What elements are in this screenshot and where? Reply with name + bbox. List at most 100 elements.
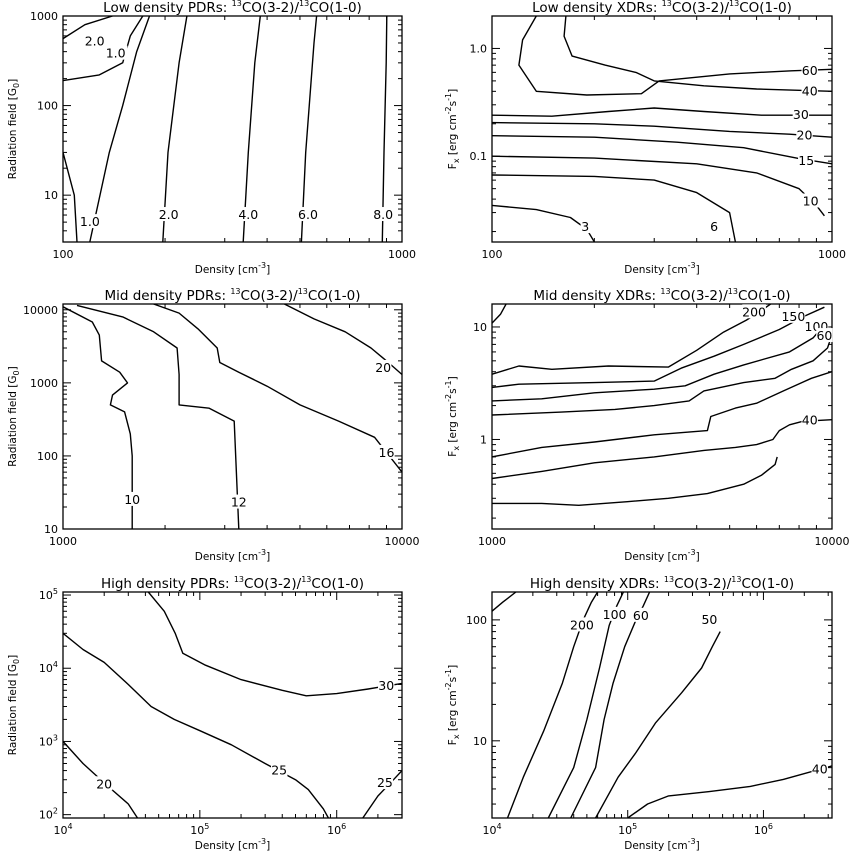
- contour-line-4_0: [242, 16, 261, 242]
- plot-frame: [62, 303, 403, 530]
- panel-1: 100 1000 10 100 1000 Low density PDRs: 13CO(3…: [7, 0, 416, 276]
- contour-line-100: [492, 324, 825, 402]
- contour-line-2_0: [162, 16, 188, 242]
- panel-title: Low density XDRs: 13CO(3-2)/13CO(1-0): [532, 0, 792, 16]
- panel-4: 1000 10000 1 10 Mid density XDRs: 13CO(3-2)/…: [444, 287, 850, 563]
- contour-label-bg: [632, 607, 650, 622]
- plot-frame: [491, 303, 833, 530]
- y-tick-label: 10: [473, 321, 487, 334]
- panel-3: 1000 10000 10 100 1000 10000 Mid density PDRs:…: [7, 287, 420, 563]
- axis-ticks: [62, 592, 403, 819]
- x-axis-label: Density [cm-3]: [624, 548, 699, 563]
- contour-label-bg: [296, 207, 320, 222]
- x-tick-label: 106: [754, 822, 773, 837]
- contour-label-bg: [371, 207, 395, 222]
- axis-ticks: [491, 592, 832, 818]
- contour-line-1_0: [63, 16, 144, 82]
- contour-label-bg: [230, 494, 247, 509]
- x-axis-label: Density [cm-3]: [624, 837, 699, 852]
- contour-line-unlabeled: [492, 592, 517, 612]
- y-axis-label: Radiation field [G0]: [7, 79, 21, 179]
- y-tick-label: 10: [473, 735, 487, 748]
- contour-line-1_0: [89, 16, 151, 242]
- contour-label-bg: [82, 33, 107, 48]
- contour-label: 60: [816, 328, 832, 343]
- y-axis-label: Fx [erg cm-2s-1]: [444, 376, 461, 456]
- y-tick-label: 1000: [30, 377, 58, 390]
- contour-line-6: [492, 174, 737, 242]
- contour-line-8_0: [381, 16, 388, 242]
- x-tick-label: 1000: [478, 535, 506, 548]
- x-tick-label: 100: [482, 248, 503, 261]
- contour-label: 12: [231, 495, 247, 510]
- contour-label-bg: [796, 127, 813, 142]
- contour-label-bg: [570, 617, 594, 632]
- contour-label-bg: [123, 491, 141, 506]
- contour-label-bg: [816, 328, 833, 343]
- plot-frame: [491, 591, 833, 819]
- y-tick-label: 1000: [30, 10, 58, 23]
- y-tick-label: 103: [39, 733, 58, 748]
- x-tick-label: 1000: [388, 248, 416, 261]
- contour-label: 2.0: [85, 33, 105, 48]
- contour-line-16: [153, 304, 402, 473]
- x-tick-label: 100: [53, 248, 74, 261]
- contour-label: 20: [96, 776, 112, 791]
- plot-frame: [62, 15, 403, 243]
- contour-line-20: [492, 121, 832, 138]
- contour-lines: [492, 592, 832, 818]
- contour-label-bg: [78, 214, 102, 229]
- contour-label-bg: [270, 762, 288, 777]
- contour-line-10: [63, 306, 133, 529]
- contour-label-bg: [376, 775, 394, 790]
- axis-ticks: [62, 304, 403, 530]
- y-tick-label: 100: [37, 100, 58, 113]
- contour-line-30: [492, 107, 832, 117]
- y-axis-label: Radiation field [G0]: [7, 655, 21, 755]
- contour-label: 30: [378, 678, 394, 693]
- contour-line-6_0: [300, 16, 318, 242]
- contour-label: 40: [802, 83, 818, 98]
- contour-line-unlabeled: [492, 304, 507, 324]
- panel-5: 104 105 106 102 103 104 105 High density PDRs: …: [7, 575, 403, 852]
- y-axis-label: Radiation field [G0]: [7, 366, 21, 466]
- contour-line-15: [492, 135, 832, 165]
- contour-label-bg: [374, 359, 392, 374]
- panel-2: 100 1000 0.1 1.0 Low density XDRs: 13CO(3-2)…: [444, 0, 846, 276]
- panel-title: High density PDRs: 13CO(3-2)/13CO(1-0): [101, 575, 364, 592]
- contour-label: 1.0: [80, 214, 100, 229]
- contour-label: 100: [603, 607, 627, 622]
- plot-frame: [62, 591, 403, 819]
- plot-frame: [491, 15, 833, 243]
- x-tick-label: 105: [618, 822, 637, 837]
- y-tick-label: 102: [39, 807, 58, 822]
- axis-ticks: [491, 15, 833, 242]
- contour-label-bg: [802, 193, 819, 208]
- contour-label-bg: [801, 83, 818, 98]
- panel-title: Low density PDRs: 13CO(3-2)/13CO(1-0): [103, 0, 362, 16]
- contour-line-40: [627, 765, 832, 818]
- contour-label-bg: [798, 153, 815, 168]
- y-tick-label: 1.0: [470, 42, 488, 55]
- contour-label-bg: [701, 611, 718, 626]
- contour-label-bg: [378, 678, 395, 693]
- contour-line-100: [547, 592, 625, 818]
- x-axis-label: Density [cm-3]: [195, 837, 270, 852]
- contour-label: 6: [710, 219, 718, 234]
- contour-label: 150: [781, 309, 805, 324]
- contour-label-bg: [580, 219, 590, 234]
- contour-label-bg: [95, 776, 113, 791]
- y-axis-label: Fx [erg cm-2s-1]: [444, 665, 461, 745]
- x-axis-label: Density [cm-3]: [195, 548, 270, 563]
- contour-label-bg: [792, 107, 810, 122]
- contour-label: 2.0: [159, 207, 179, 222]
- x-tick-label: 106: [327, 822, 346, 837]
- contour-line-200: [506, 592, 599, 818]
- contour-label: 50: [701, 612, 717, 627]
- contour-label-bg: [781, 308, 806, 323]
- contour-label: 25: [377, 775, 393, 790]
- contour-label: 10: [803, 194, 819, 209]
- contour-line-60: [518, 16, 832, 96]
- panel-title: High density XDRs: 13CO(3-2)/13CO(1-0): [530, 575, 794, 592]
- contour-line-3: [492, 204, 596, 242]
